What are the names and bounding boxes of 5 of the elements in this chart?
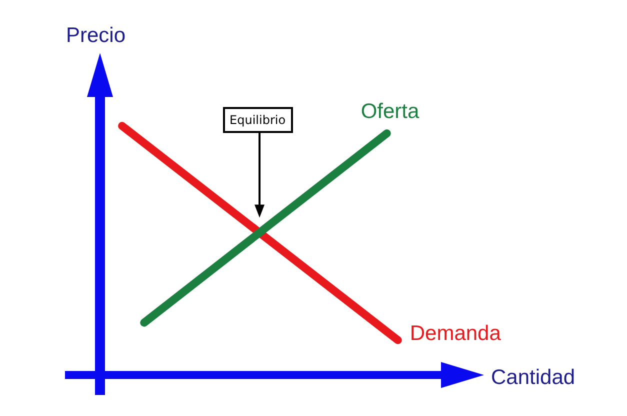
- series-label: Oferta: [360, 100, 420, 123]
- x-axis-title: Cantidad: [491, 366, 576, 389]
- series-label: Demanda: [410, 322, 501, 345]
- annotation: Equilibrio: [222, 106, 293, 133]
- y-axis-title: Precio: [66, 24, 126, 47]
